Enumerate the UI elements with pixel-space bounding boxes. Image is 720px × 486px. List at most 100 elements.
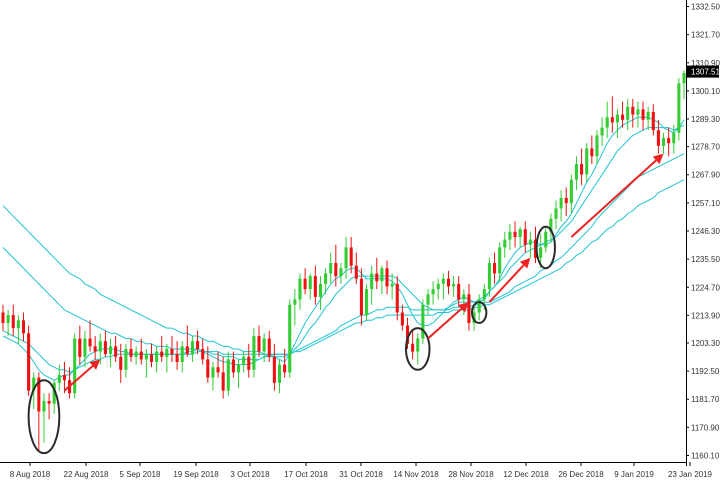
candle-body-up	[242, 356, 246, 365]
candle-body-down	[590, 148, 594, 157]
candle-body-down	[119, 356, 123, 370]
price-tick-label: 1203.30	[691, 339, 720, 348]
candle-body-up	[569, 179, 573, 204]
candle-body-down	[11, 315, 15, 329]
candle-body-down	[114, 346, 118, 357]
time-tick-label: 22 Aug 2018	[64, 470, 109, 479]
candle-body-up	[293, 299, 297, 305]
candle-body-up	[559, 197, 563, 209]
candle-body-down	[313, 276, 317, 297]
candle-body-up	[661, 138, 666, 146]
candle-body-down	[37, 377, 41, 412]
candle-body-down	[621, 114, 625, 120]
candle-body-down	[93, 346, 97, 352]
candle-body-up	[236, 364, 241, 373]
candle-body-up	[436, 283, 440, 290]
candle-body-up	[277, 364, 282, 383]
candle-body-down	[62, 375, 66, 381]
candle-body-up	[452, 283, 456, 287]
time-tick-label: 14 Nov 2018	[393, 470, 439, 479]
time-tick-label: 3 Oct 2018	[230, 470, 270, 479]
candle-body-down	[175, 354, 179, 362]
candle-body-up	[32, 377, 36, 391]
candle-body-up	[416, 338, 420, 352]
trend-arrow-head	[458, 302, 469, 313]
price-tick-label: 1235.50	[691, 255, 720, 264]
candle-body-down	[247, 356, 251, 370]
candle-body-down	[216, 367, 220, 373]
candle-body-down	[129, 348, 133, 357]
current-price-box	[687, 65, 719, 78]
candle-body-down	[170, 348, 174, 355]
candle-body-down	[139, 351, 143, 360]
candle-body-up	[98, 341, 102, 352]
candle-body-up	[487, 263, 491, 290]
moving-average-line-4	[2, 153, 685, 355]
candle-body-down	[375, 273, 379, 282]
candle-body-up	[482, 289, 486, 300]
annotations	[27, 153, 664, 455]
candle-body-up	[477, 299, 481, 313]
time-tick-label: 31 Oct 2018	[339, 470, 383, 479]
candle-body-up	[16, 320, 20, 329]
time-tick-label: 23 Jan 2019	[668, 470, 713, 479]
candle-body-up	[431, 289, 435, 295]
candle-body-down	[47, 401, 51, 404]
candle-body-down	[580, 164, 584, 175]
candle-body-up	[549, 218, 553, 232]
candle-body-down	[272, 356, 276, 383]
candle-body-down	[185, 346, 189, 355]
time-tick-label: 12 Dec 2018	[503, 470, 549, 479]
candle-body-down	[564, 197, 568, 204]
price-tick-label: 1181.70	[691, 395, 720, 404]
candle-body-up	[324, 273, 328, 284]
trend-arrow-shaft	[488, 264, 525, 303]
candle-body-down	[303, 278, 307, 290]
candle-body-up	[52, 382, 56, 404]
candle-body-up	[390, 283, 394, 287]
candle-body-down	[231, 359, 235, 373]
candle-body-up	[165, 348, 169, 357]
highlight-ellipse	[535, 225, 556, 270]
price-tick-label: 1257.10	[691, 199, 720, 208]
candle-body-up	[365, 289, 369, 316]
candle-body-down	[149, 354, 154, 362]
candle-body-up	[472, 312, 476, 323]
candle-body-down	[651, 111, 655, 131]
candle-body-down	[103, 341, 107, 355]
candle-body-down	[385, 268, 389, 287]
time-tick-label: 28 Nov 2018	[448, 470, 494, 479]
candle-body-down	[160, 351, 164, 357]
candle-body-down	[641, 109, 645, 120]
candle-body-up	[370, 273, 374, 290]
price-tick-label: 1310.90	[691, 59, 720, 68]
trend-arrow-head	[652, 153, 664, 165]
candle-body-up	[636, 109, 640, 115]
candle-body-up	[308, 276, 312, 290]
plot-background	[0, 0, 686, 462]
candle-body-up	[318, 283, 322, 297]
candle-body-up	[462, 294, 466, 300]
candle-body-up	[190, 341, 194, 355]
candle-body-down	[196, 341, 200, 349]
trend-arrow-head	[519, 257, 531, 269]
candle-body-up	[155, 351, 159, 362]
candle-body-down	[334, 263, 338, 277]
price-tick-label: 1300.10	[691, 87, 720, 96]
candle-body-down	[523, 229, 527, 245]
highlight-ellipse	[404, 327, 431, 371]
candle-body-up	[539, 247, 543, 258]
candle-body-down	[206, 359, 210, 378]
candle-body-up	[503, 239, 507, 248]
candle-body-down	[405, 325, 410, 344]
price-tick-label: 1192.50	[691, 367, 720, 376]
price-tick-label: 1160.10	[691, 451, 720, 460]
candle-body-down	[1, 312, 5, 323]
price-tick-label: 1267.90	[691, 171, 720, 180]
candle-body-down	[493, 263, 497, 274]
candle-body-down	[656, 130, 660, 146]
candle-body-up	[605, 117, 609, 128]
candle-body-down	[467, 294, 471, 323]
time-axis: 8 Aug 2018 22 Aug 2018 5 Sep 2018 19 Sep 20…	[10, 462, 713, 479]
